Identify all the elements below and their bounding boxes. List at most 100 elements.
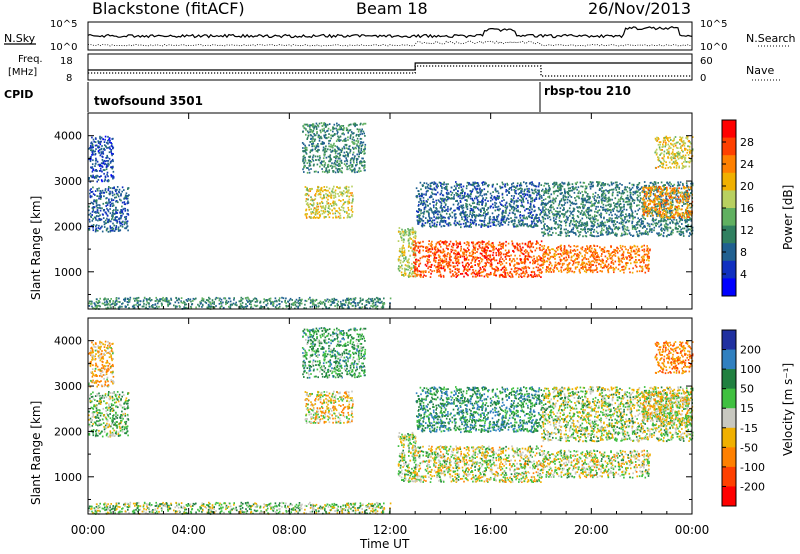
power-echo-cell bbox=[422, 276, 424, 278]
power-echo-cell bbox=[123, 189, 125, 191]
power-echo-cell bbox=[361, 303, 363, 305]
power-echo-cell bbox=[423, 182, 426, 184]
power-echo-cell bbox=[502, 217, 505, 220]
power-echo-cell bbox=[586, 245, 588, 247]
power-echo-cell bbox=[321, 302, 324, 305]
power-echo-cell bbox=[418, 242, 421, 245]
power-echo-cell bbox=[427, 198, 429, 201]
power-echo-cell bbox=[532, 214, 534, 216]
power-echo-cell bbox=[338, 139, 340, 142]
power-echo-cell bbox=[430, 208, 432, 210]
power-echo-cell bbox=[340, 206, 343, 208]
power-echo-cell bbox=[373, 304, 376, 307]
power-echo-cell bbox=[315, 128, 318, 131]
power-echo-cell bbox=[548, 263, 551, 266]
power-echo-cell bbox=[563, 269, 565, 272]
power-echo-cell bbox=[102, 191, 105, 194]
power-echo-cell bbox=[461, 188, 464, 191]
power-echo-cell bbox=[494, 270, 496, 273]
power-echo-cell bbox=[555, 264, 558, 267]
power-echo-cell bbox=[572, 260, 574, 262]
power-echo-cell bbox=[503, 211, 505, 214]
power-echo-cell bbox=[344, 191, 347, 194]
power-echo-cell bbox=[513, 207, 515, 209]
power-echo-cell bbox=[188, 299, 190, 302]
power-echo-cell bbox=[476, 273, 478, 275]
power-echo-cell bbox=[524, 255, 527, 258]
power-echo-cell bbox=[591, 264, 594, 266]
power-echo-cell bbox=[105, 201, 108, 204]
power-echo-cell bbox=[478, 213, 480, 216]
power-echo-cell bbox=[536, 194, 538, 197]
power-echo-cell bbox=[325, 305, 327, 308]
power-echo-cell bbox=[419, 220, 421, 223]
power-echo-cell bbox=[315, 192, 317, 195]
power-echo-cell bbox=[325, 216, 327, 218]
power-echo-cell bbox=[458, 183, 461, 186]
power-echo-cell bbox=[443, 206, 445, 208]
power-echo-cell bbox=[431, 224, 434, 227]
power-echo-cell bbox=[514, 268, 516, 270]
power-echo-cell bbox=[491, 198, 494, 201]
power-echo-cell bbox=[323, 165, 326, 168]
power-echo-cell bbox=[516, 182, 519, 185]
power-echo-cell bbox=[370, 305, 372, 307]
power-echo-cell bbox=[347, 304, 349, 307]
power-echo-cell bbox=[412, 265, 415, 267]
power-echo-cell bbox=[117, 229, 120, 232]
power-echo-cell bbox=[428, 196, 431, 199]
power-echo-cell bbox=[110, 145, 113, 147]
power-echo-cell bbox=[440, 184, 442, 187]
power-echo-cell bbox=[560, 248, 562, 251]
power-echo-cell bbox=[536, 274, 538, 277]
power-echo-cell bbox=[515, 225, 517, 228]
power-echo-cell bbox=[588, 264, 591, 266]
power-echo-cell bbox=[552, 256, 555, 259]
power-echo-cell bbox=[420, 224, 423, 227]
power-echo-cell bbox=[492, 251, 495, 254]
power-echo-cell bbox=[445, 263, 448, 266]
power-echo-cell bbox=[106, 301, 108, 304]
power-echo-cell bbox=[118, 190, 120, 193]
power-echo-cell bbox=[501, 216, 503, 219]
noise-left-tick-top: 10^5 bbox=[50, 19, 77, 30]
power-echo-cell bbox=[465, 206, 468, 209]
power-echo-cell bbox=[339, 128, 341, 131]
power-echo-cell bbox=[456, 242, 458, 244]
power-echo-cell bbox=[403, 254, 406, 257]
power-echo-cell bbox=[299, 302, 301, 304]
power-echo-cell bbox=[448, 217, 450, 220]
power-echo-cell bbox=[208, 296, 210, 299]
power-echo-cell bbox=[242, 297, 244, 300]
power-echo-cell bbox=[334, 212, 337, 215]
power-echo-cell bbox=[347, 202, 349, 205]
power-echo-cell bbox=[101, 158, 104, 161]
power-echo-cell bbox=[535, 185, 538, 188]
power-echo-cell bbox=[461, 197, 463, 200]
power-echo-cell bbox=[407, 234, 410, 237]
power-echo-cell bbox=[115, 225, 118, 227]
power-echo-cell bbox=[510, 268, 513, 271]
power-echo-cell bbox=[493, 268, 496, 270]
power-echo-cell bbox=[570, 259, 573, 262]
power-echo-cell bbox=[116, 209, 119, 212]
power-echo-cell bbox=[333, 123, 336, 126]
power-echo-cell bbox=[297, 306, 299, 309]
power-echo-cell bbox=[568, 267, 570, 270]
power-echo-cell bbox=[466, 241, 468, 243]
power-echo-cell bbox=[430, 188, 432, 190]
power-echo-cell bbox=[549, 252, 551, 254]
power-echo-cell bbox=[471, 219, 474, 222]
power-echo-cell bbox=[127, 200, 129, 203]
power-echo-cell bbox=[274, 300, 276, 303]
power-echo-cell bbox=[303, 162, 305, 165]
power-echo-cell bbox=[415, 187, 418, 190]
power-echo-cell bbox=[349, 137, 352, 140]
power-echo-cell bbox=[302, 147, 304, 149]
power-echo-cell bbox=[311, 158, 314, 161]
power-echo-cell bbox=[310, 212, 313, 215]
power-echo-cell bbox=[306, 149, 308, 151]
power-echo-cell bbox=[530, 197, 532, 200]
power-echo-cell bbox=[448, 268, 451, 270]
